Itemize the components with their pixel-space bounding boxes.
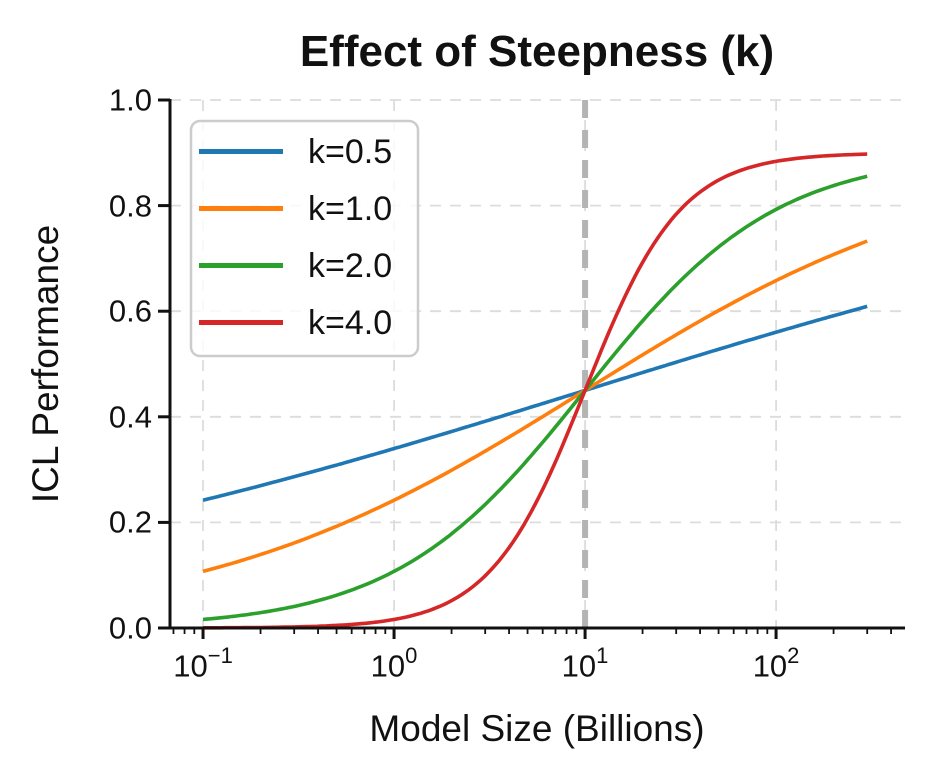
y-tick-label: 0.8 (108, 188, 152, 224)
y-axis-label: ICL Performance (25, 224, 66, 504)
y-tick-label: 0.6 (108, 293, 152, 329)
x-axis-label: Model Size (Billions) (369, 708, 705, 749)
legend-label: k=4.0 (308, 303, 393, 342)
legend-label: k=2.0 (308, 246, 393, 285)
x-tick-label: 102 (752, 643, 800, 684)
curve-k-0.5 (202, 304, 868, 502)
x-tick-label: 10−1 (173, 643, 233, 684)
x-tick-label: 100 (370, 643, 418, 684)
y-tick-label: 0.4 (108, 399, 152, 435)
curve-k-2.0 (202, 174, 868, 622)
y-tick-label: 0.0 (108, 610, 152, 646)
chart-title: Effect of Steepness (k) (299, 27, 775, 76)
y-tick-label: 0.2 (108, 504, 152, 540)
curve-k-4.0 (203, 152, 868, 630)
x-tick-label: 101 (561, 643, 609, 684)
y-tick-label: 1.0 (108, 82, 152, 118)
legend-label: k=1.0 (308, 189, 393, 228)
legend-label: k=0.5 (308, 132, 393, 171)
legend-box (189, 119, 420, 358)
curve-k-1.0 (202, 239, 868, 574)
